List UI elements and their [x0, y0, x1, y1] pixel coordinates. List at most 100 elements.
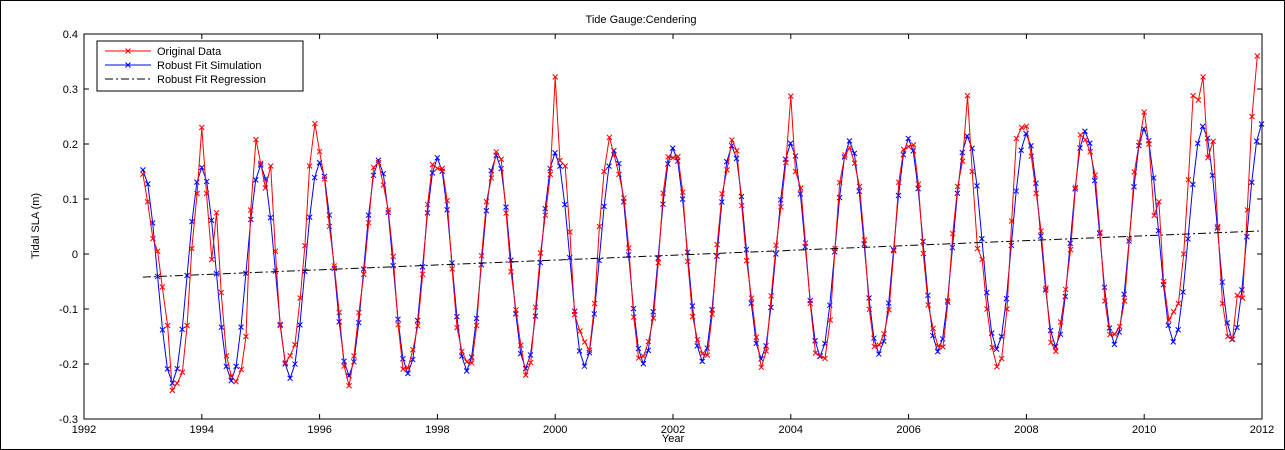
data-point-marker — [679, 189, 686, 196]
data-point-marker — [704, 352, 711, 358]
data-point-marker — [513, 307, 519, 313]
data-point-marker — [1047, 327, 1054, 334]
data-point-marker — [586, 347, 593, 354]
data-point-marker — [895, 179, 902, 186]
data-point-marker — [650, 315, 657, 321]
data-point-marker — [444, 206, 450, 213]
data-point-marker — [729, 137, 735, 143]
data-point-marker — [365, 212, 372, 218]
data-point-marker — [920, 238, 926, 245]
data-point-marker — [861, 237, 868, 243]
data-point-marker — [670, 154, 676, 161]
data-point-marker — [1234, 292, 1241, 299]
data-point-marker — [414, 322, 421, 329]
data-point-marker — [1234, 324, 1240, 331]
y-axis-label: Tidal SLA (m) — [30, 193, 42, 259]
data-point-marker — [836, 194, 843, 201]
chart-title: Tide Gauge:Cendering — [586, 14, 697, 26]
data-point-marker — [1008, 218, 1015, 224]
data-point-marker — [1077, 145, 1083, 151]
data-point-marker — [660, 190, 667, 196]
data-point-marker — [1156, 198, 1162, 205]
data-point-marker — [302, 242, 308, 249]
data-point-marker — [252, 177, 259, 183]
y-tick-label: 0.3 — [63, 84, 78, 96]
data-point-marker — [228, 377, 235, 384]
data-point-marker — [945, 299, 951, 306]
data-point-marker — [1195, 97, 1202, 103]
data-point-marker — [905, 143, 912, 150]
data-point-marker — [581, 339, 588, 345]
data-point-marker — [900, 146, 907, 153]
data-point-marker — [1111, 341, 1118, 348]
data-point-marker — [679, 196, 686, 203]
data-point-marker — [1258, 121, 1265, 127]
data-point-marker — [498, 165, 504, 172]
data-point-marker — [557, 157, 563, 164]
data-point-marker — [675, 153, 681, 160]
data-point-marker — [203, 190, 210, 197]
data-point-marker — [1052, 348, 1059, 355]
data-point-marker — [827, 317, 834, 323]
data-point-marker — [571, 311, 578, 318]
data-point-marker — [669, 145, 676, 151]
data-point-marker — [974, 183, 980, 189]
data-point-marker — [154, 248, 161, 255]
series-line-2 — [142, 230, 1263, 278]
data-point-marker — [1170, 308, 1177, 315]
data-point-marker — [1077, 131, 1084, 138]
data-point-marker — [601, 203, 607, 210]
data-point-marker — [591, 300, 598, 307]
data-point-marker — [974, 245, 981, 252]
legend-box — [96, 40, 304, 92]
data-point-marker — [586, 349, 593, 356]
data-point-marker — [743, 246, 750, 253]
data-point-marker — [262, 185, 269, 191]
data-point-marker — [1209, 172, 1216, 179]
data-point-marker — [140, 171, 146, 178]
data-point-marker — [738, 202, 745, 209]
data-point-marker — [159, 284, 166, 290]
data-point-marker — [1151, 212, 1158, 219]
data-point-marker — [802, 240, 809, 246]
data-point-marker — [174, 380, 180, 387]
x-tick-label: 2002 — [661, 424, 685, 436]
data-point-marker — [552, 74, 559, 80]
data-point-marker — [508, 268, 514, 275]
data-point-marker — [778, 204, 784, 210]
data-point-marker — [998, 333, 1005, 340]
data-point-marker — [959, 149, 966, 156]
data-point-marker — [630, 314, 637, 320]
data-point-marker — [213, 270, 220, 277]
data-point-marker — [905, 135, 912, 142]
data-point-marker — [188, 245, 195, 252]
data-point-marker — [140, 166, 146, 173]
data-point-marker — [218, 289, 225, 296]
data-point-marker — [542, 212, 549, 219]
data-point-marker — [164, 366, 171, 372]
data-point-marker — [1214, 223, 1221, 230]
data-point-marker — [292, 341, 298, 348]
data-point-marker — [429, 170, 436, 176]
y-tick-label: 0.2 — [63, 139, 78, 151]
data-point-marker — [562, 163, 569, 169]
data-point-marker — [1170, 339, 1177, 345]
data-point-marker — [1042, 287, 1049, 293]
data-point-marker — [483, 198, 490, 205]
data-point-marker — [1037, 233, 1044, 239]
data-point-marker — [370, 164, 377, 171]
data-point-marker — [297, 295, 304, 301]
data-point-marker — [552, 150, 558, 156]
data-point-marker — [527, 352, 534, 358]
data-point-marker — [1018, 124, 1025, 131]
data-point-marker — [144, 198, 151, 205]
data-point-marker — [385, 207, 392, 213]
data-point-marker — [822, 355, 828, 362]
data-point-marker — [1190, 181, 1196, 188]
data-point-marker — [979, 256, 986, 263]
data-point-marker — [463, 358, 470, 365]
data-point-marker — [419, 271, 426, 278]
data-point-marker — [370, 172, 377, 179]
data-point-marker — [940, 343, 946, 350]
data-point-marker — [807, 300, 814, 307]
